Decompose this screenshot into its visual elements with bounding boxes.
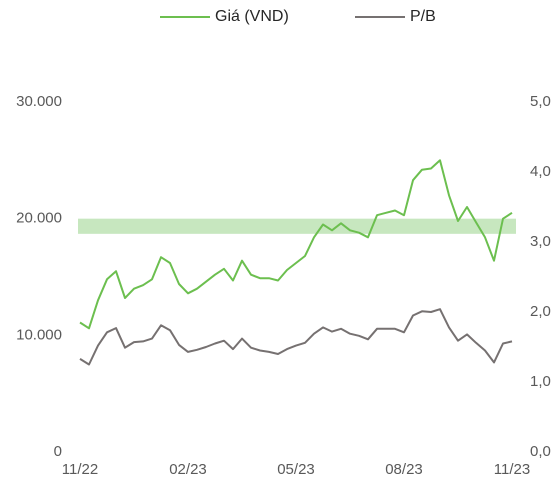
x-tick-label: 11/22	[62, 461, 98, 478]
y-tick-label: 20.000	[16, 210, 62, 227]
x-tick-label: 08/23	[385, 461, 423, 478]
y2-tick-label: 0,0	[530, 443, 551, 460]
y2-tick-label: 5,0	[530, 93, 551, 110]
legend-label: P/B	[410, 8, 436, 25]
y2-tick-label: 2,0	[530, 303, 551, 320]
legend-label: Giá (VND)	[215, 8, 289, 25]
series-line	[79, 308, 513, 366]
y2-tick-label: 1,0	[530, 373, 551, 390]
y2-tick-label: 3,0	[530, 233, 551, 250]
highlight-band	[78, 218, 516, 234]
series-line	[79, 159, 513, 330]
y-tick-label: 30.000	[16, 93, 62, 110]
y-tick-label: 10.000	[16, 326, 62, 343]
y2-tick-label: 4,0	[530, 163, 551, 180]
x-tick-label: 02/23	[169, 461, 207, 478]
y-tick-label: 0	[54, 443, 62, 460]
x-tick-label: 05/23	[277, 461, 315, 478]
x-tick-label: 11/23	[494, 461, 530, 478]
